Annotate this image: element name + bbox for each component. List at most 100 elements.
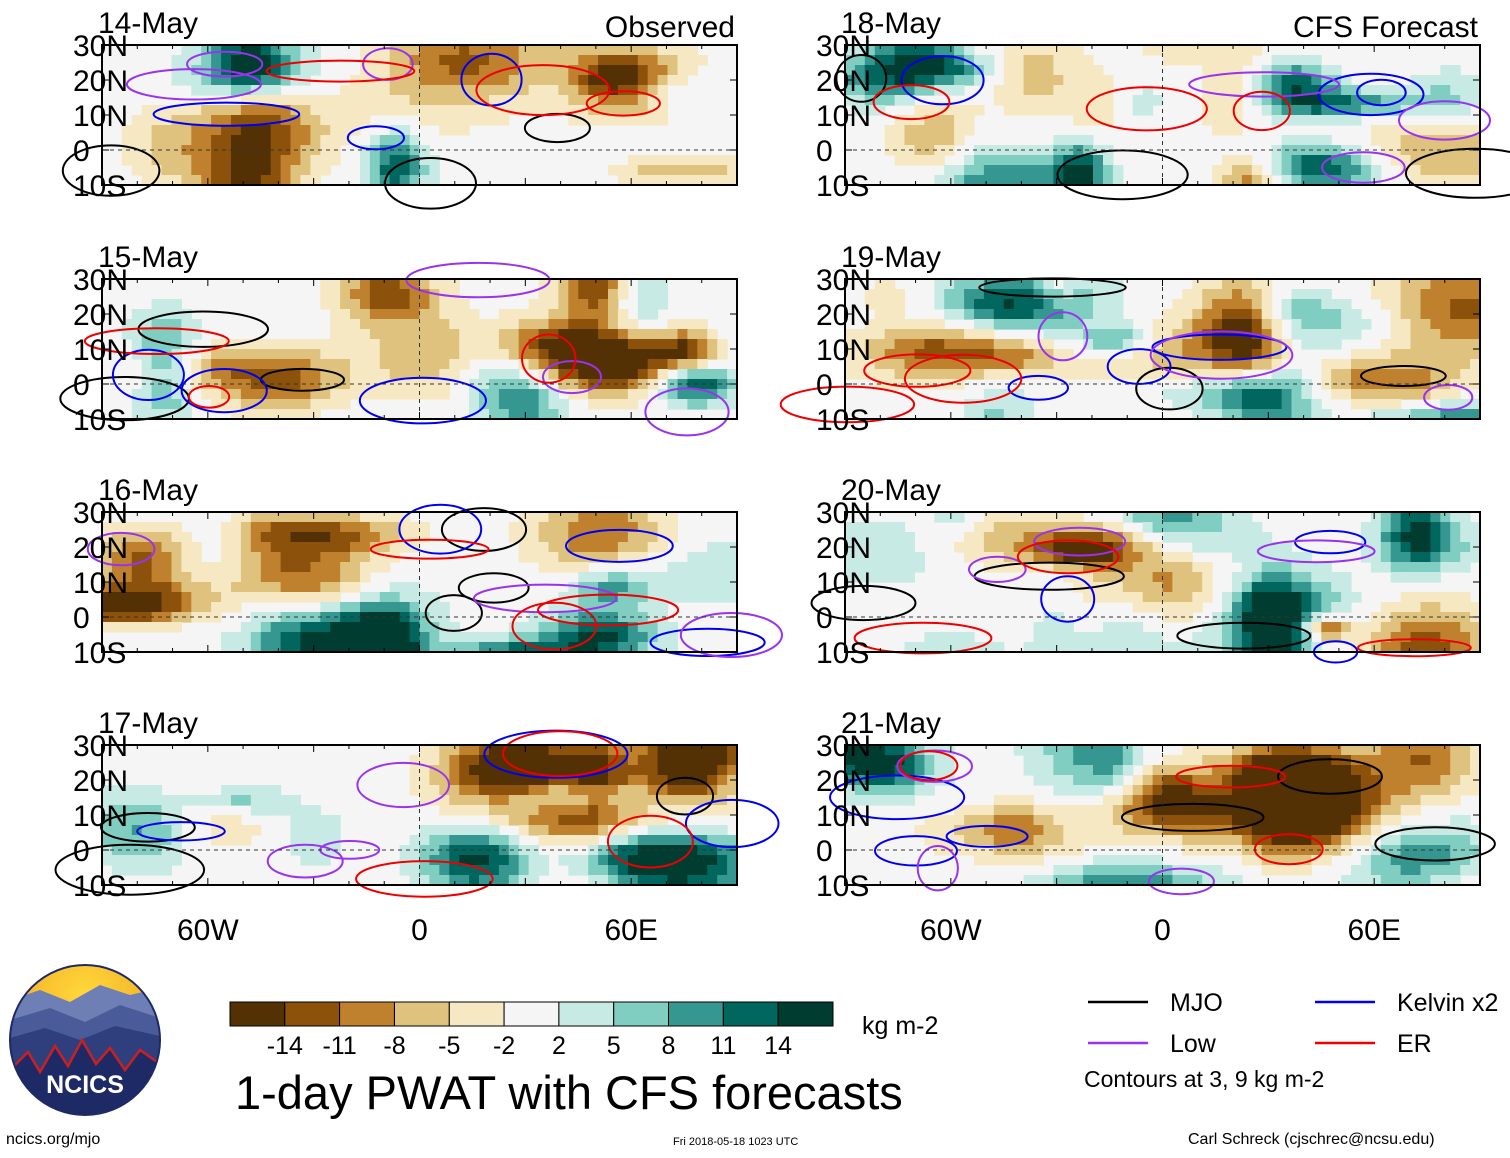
pwat-cell xyxy=(369,65,381,76)
pwat-cell xyxy=(1291,85,1302,96)
pwat-cell xyxy=(1222,279,1233,290)
pwat-cell xyxy=(1331,745,1342,756)
pwat-cell xyxy=(1202,592,1213,603)
pwat-cell xyxy=(944,349,955,360)
pwat-cell xyxy=(1430,775,1441,786)
pwat-cell xyxy=(350,309,361,320)
pwat-cell xyxy=(141,532,153,543)
pwat-cell xyxy=(993,642,1005,653)
pwat-cell xyxy=(1370,95,1382,106)
pwat-cell xyxy=(181,602,192,613)
pwat-cell xyxy=(548,309,559,320)
pwat-cell xyxy=(1202,632,1213,643)
pwat-cell xyxy=(1033,45,1044,56)
pwat-cell xyxy=(627,105,639,116)
contour-mjo xyxy=(1056,149,1189,201)
pwat-cell xyxy=(1222,85,1233,96)
pwat-cell xyxy=(1053,95,1064,106)
pwat-cell xyxy=(518,632,530,643)
pwat-cell xyxy=(1271,65,1283,76)
pwat-cell xyxy=(409,765,421,776)
pwat-cell xyxy=(1410,572,1421,583)
pwat-cell xyxy=(1212,125,1223,136)
pwat-cell xyxy=(1212,379,1223,390)
pwat-cell xyxy=(884,329,896,340)
pwat-cell xyxy=(1212,522,1223,533)
pwat-cell xyxy=(1450,522,1461,533)
pwat-cell xyxy=(974,532,985,543)
pwat-cell xyxy=(290,349,301,360)
pwat-cell xyxy=(528,85,540,96)
pwat-cell xyxy=(845,755,856,766)
pwat-cell xyxy=(627,399,639,410)
pwat-cell xyxy=(944,85,955,96)
pwat-cell xyxy=(1390,339,1402,350)
pwat-cell xyxy=(717,542,728,553)
pwat-cell xyxy=(1142,359,1154,370)
pwat-cell xyxy=(874,45,886,56)
pwat-cell xyxy=(1390,622,1402,633)
pwat-cell xyxy=(854,359,866,370)
pwat-cell xyxy=(578,765,589,776)
pwat-cell xyxy=(409,785,421,796)
pwat-cell xyxy=(1093,805,1104,816)
pwat-cell xyxy=(1232,45,1243,56)
pwat-cell xyxy=(320,279,331,290)
pwat-cell xyxy=(399,632,411,643)
pwat-cell xyxy=(508,795,520,806)
pwat-cell xyxy=(240,622,252,633)
pwat-cell xyxy=(1043,165,1054,176)
pwat-cell xyxy=(439,369,450,380)
pwat-cell xyxy=(608,622,619,633)
pwat-cell xyxy=(1222,359,1233,370)
pwat-cell xyxy=(240,389,252,400)
pwat-cell xyxy=(290,632,301,643)
pwat-cell xyxy=(389,532,401,543)
pwat-cell xyxy=(419,765,430,776)
pwat-cell xyxy=(1043,765,1054,776)
pwat-cell xyxy=(1291,165,1302,176)
pwat-cell xyxy=(1202,745,1213,756)
pwat-cell xyxy=(558,349,569,360)
pwat-cell xyxy=(647,775,659,786)
pwat-cell xyxy=(518,319,530,330)
pwat-cell xyxy=(231,572,242,583)
pwat-cell xyxy=(1450,369,1461,380)
pwat-cell xyxy=(944,115,955,126)
pwat-cell xyxy=(1043,289,1054,300)
contour-low xyxy=(1188,71,1340,98)
pwat-cell xyxy=(350,622,361,633)
pwat-cell xyxy=(1360,805,1372,816)
pwat-cell xyxy=(627,339,639,350)
pwat-cell xyxy=(231,135,242,146)
pwat-cell xyxy=(1073,562,1084,573)
pwat-cell xyxy=(360,85,371,96)
pwat-cell xyxy=(894,775,906,786)
pwat-cell xyxy=(399,165,411,176)
pwat-cell xyxy=(1083,815,1094,826)
pwat-cell xyxy=(1222,379,1233,390)
pwat-cell xyxy=(1291,572,1302,583)
pwat-cell xyxy=(469,865,480,876)
pwat-cell xyxy=(518,379,530,390)
pwat-cell xyxy=(1093,562,1104,573)
pwat-cell xyxy=(1251,319,1263,330)
pwat-cell xyxy=(389,95,401,106)
pwat-cell xyxy=(1083,115,1094,126)
pwat-cell xyxy=(469,642,480,653)
pwat-cell xyxy=(588,389,599,400)
pwat-cell xyxy=(320,542,331,553)
pwat-cell xyxy=(389,45,401,56)
pwat-cell xyxy=(181,145,192,156)
pwat-cell xyxy=(1152,795,1164,806)
pwat-cell xyxy=(1083,552,1094,563)
pwat-cell xyxy=(1291,115,1302,126)
contour-mjo xyxy=(1135,366,1204,411)
pwat-cell xyxy=(518,815,530,826)
pwat-cell xyxy=(1093,85,1104,96)
pwat-cell xyxy=(518,755,530,766)
pwat-cell xyxy=(1430,522,1441,533)
pwat-cell xyxy=(1440,622,1451,633)
pwat-cell xyxy=(578,562,589,573)
pwat-cell xyxy=(1073,75,1084,86)
